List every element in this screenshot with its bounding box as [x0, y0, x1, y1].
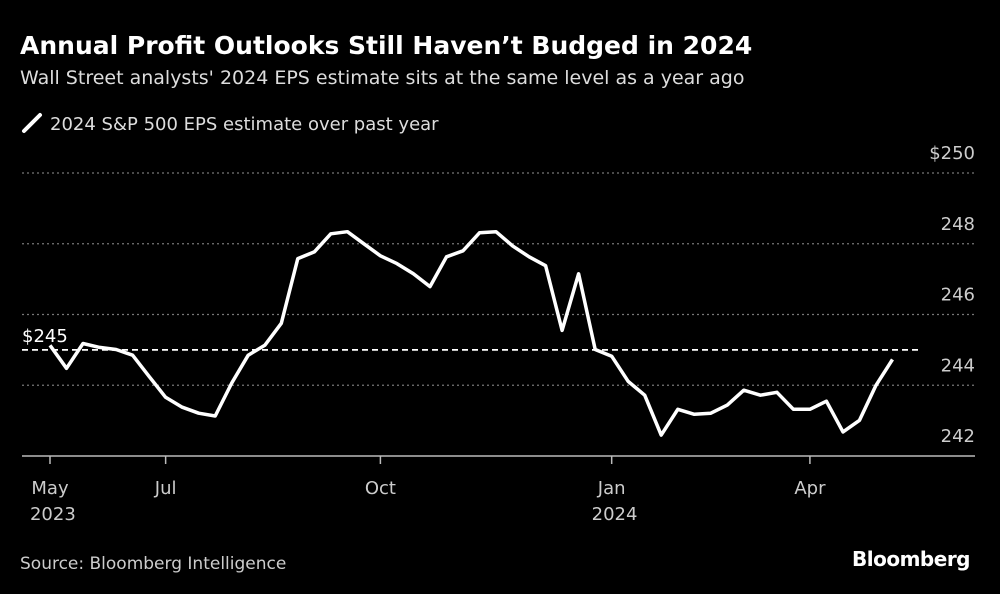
y-tick-label: 242 [941, 426, 975, 447]
reference-label: $245 [22, 326, 68, 347]
chart-title: Annual Profit Outlooks Still Haven’t Bud… [20, 31, 752, 60]
y-tick-label: 244 [941, 355, 975, 376]
y-tick-label: 248 [941, 214, 975, 235]
legend-label: 2024 S&P 500 EPS estimate over past year [50, 114, 439, 135]
series-line [48, 229, 894, 437]
x-tick-label: Oct [365, 478, 396, 499]
y-tick-label: 246 [941, 285, 975, 306]
brand: Bloomberg [852, 547, 970, 571]
y-tick-label: $250 [929, 143, 975, 164]
x-tick-label: Apr [794, 478, 826, 499]
x-tick-label: Jul [154, 478, 177, 499]
x-tick-label: Jan 2024 [586, 478, 638, 525]
x-tick-label: May 2023 [24, 478, 76, 525]
chart-subtitle: Wall Street analysts' 2024 EPS estimate … [20, 67, 745, 89]
legend-swatch [22, 113, 42, 133]
source: Source: Bloomberg Intelligence [20, 554, 286, 574]
